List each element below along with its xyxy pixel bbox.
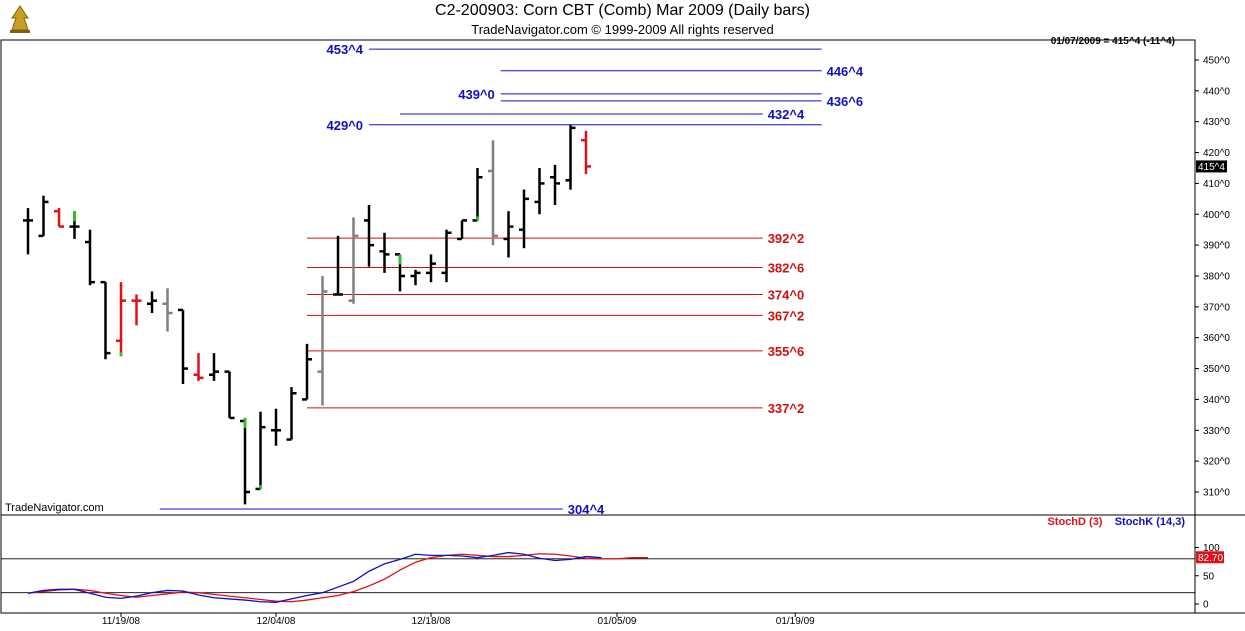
ohlc-bar bbox=[410, 269, 421, 286]
ohlc-bar bbox=[333, 235, 343, 296]
ohlc-bar bbox=[209, 353, 219, 381]
date-tick-label: 12/18/08 bbox=[412, 616, 451, 627]
level-label: 367^2 bbox=[768, 308, 805, 323]
ohlc-bar bbox=[193, 353, 204, 381]
legend-stoch-d: StochD (3) bbox=[1047, 516, 1103, 528]
level-label: 374^0 bbox=[768, 287, 805, 302]
price-tick-label: 390^0 bbox=[1203, 241, 1230, 252]
price-tick-label: 320^0 bbox=[1203, 457, 1230, 468]
ohlc-bar bbox=[255, 411, 266, 491]
ohlc-bar bbox=[302, 343, 312, 401]
ohlc-bar bbox=[317, 275, 328, 406]
indicator-legend: StochD (3) StochK (14,3) bbox=[1047, 516, 1185, 528]
osc-value-tag: 82.70 bbox=[1198, 553, 1223, 564]
date-tick-label: 01/19/09 bbox=[776, 616, 815, 627]
ohlc-bar bbox=[286, 387, 297, 441]
osc-series-line bbox=[27, 551, 602, 603]
date-tick-label: 12/04/08 bbox=[257, 616, 296, 627]
ohlc-bar bbox=[472, 167, 483, 222]
ohlc-bar bbox=[379, 232, 390, 273]
ohlc-bar bbox=[69, 211, 80, 239]
ohlc-bar bbox=[85, 229, 95, 286]
ohlc-bar bbox=[54, 208, 64, 228]
level-label: 304^4 bbox=[568, 502, 605, 517]
osc-tick-label: 50 bbox=[1203, 571, 1215, 582]
level-label: 446^4 bbox=[827, 64, 864, 79]
ohlc-bar bbox=[534, 167, 545, 215]
ohlc-bar bbox=[503, 211, 514, 258]
osc-value-tag-bg bbox=[1196, 551, 1224, 564]
price-tick-label: 370^0 bbox=[1203, 302, 1230, 313]
ohlc-bar bbox=[426, 254, 436, 283]
ohlc-bar bbox=[441, 229, 452, 283]
logo-icon bbox=[8, 4, 32, 34]
ohlc-bar bbox=[224, 370, 235, 420]
ohlc-bar bbox=[38, 195, 49, 238]
price-tick-label: 430^0 bbox=[1203, 117, 1230, 128]
plot-frame bbox=[0, 39, 1196, 614]
ohlc-bar bbox=[457, 219, 467, 241]
ohlc-bar bbox=[131, 294, 142, 326]
ohlc-bar bbox=[147, 291, 157, 314]
ohlc-bar bbox=[395, 253, 405, 292]
price-tick-label: 340^0 bbox=[1203, 395, 1230, 406]
ohlc-bar bbox=[519, 189, 529, 249]
level-label: 436^6 bbox=[827, 94, 864, 109]
price-tick-label: 410^0 bbox=[1203, 179, 1230, 190]
ohlc-bar bbox=[100, 280, 111, 360]
ohlc-bar bbox=[364, 205, 374, 267]
ohlc-bar bbox=[348, 217, 359, 304]
ohlc-bar bbox=[162, 288, 173, 332]
ohlc-bar bbox=[550, 164, 560, 206]
price-tick-label: 330^0 bbox=[1203, 426, 1230, 437]
copyright-text: TradeNavigator.com © 1999-2009 All right… bbox=[471, 22, 774, 37]
osc-tick-label: 0 bbox=[1203, 600, 1209, 611]
ohlc-bar bbox=[581, 130, 591, 175]
chart-title: C2-200903: Corn CBT (Comb) Mar 2009 (Dai… bbox=[435, 2, 810, 19]
level-label: 382^6 bbox=[768, 260, 805, 275]
price-tick-label: 350^0 bbox=[1203, 364, 1230, 375]
ohlc-bar bbox=[23, 208, 33, 255]
price-tick-label: 400^0 bbox=[1203, 210, 1230, 221]
level-label: 432^4 bbox=[768, 107, 805, 122]
tradenavigator-label: TradeNavigator.com bbox=[5, 502, 104, 514]
price-tick-label: 310^0 bbox=[1203, 488, 1230, 499]
level-label: 429^0 bbox=[326, 118, 363, 133]
osc-tick-label: 100 bbox=[1203, 543, 1220, 554]
price-tick-label: 420^0 bbox=[1203, 148, 1230, 159]
level-label: 453^4 bbox=[326, 42, 363, 57]
last-price-tag-bg bbox=[1196, 160, 1227, 173]
price-tick-label: 440^0 bbox=[1203, 86, 1230, 97]
price-tick-label: 360^0 bbox=[1203, 333, 1230, 344]
ohlc-bar bbox=[116, 282, 126, 357]
ohlc-bar bbox=[271, 408, 281, 446]
price-tick-label: 380^0 bbox=[1203, 271, 1230, 282]
level-label: 392^2 bbox=[768, 231, 805, 246]
ohlc-bar bbox=[488, 140, 498, 246]
level-label: 439^0 bbox=[458, 87, 495, 102]
price-tick-label: 450^0 bbox=[1203, 55, 1230, 66]
ohlc-bar bbox=[240, 417, 250, 505]
ohlc-bar bbox=[178, 308, 188, 384]
level-label: 355^6 bbox=[768, 344, 805, 359]
ohlc-bar bbox=[565, 124, 576, 190]
date-tick-label: 01/05/09 bbox=[598, 616, 637, 627]
quote-readout: 01/07/2009 = 415^4 (-11^4) bbox=[1050, 36, 1175, 47]
last-price-tag: 415^4 bbox=[1198, 162, 1225, 173]
date-tick-label: 11/19/08 bbox=[102, 616, 141, 627]
legend-stoch-k: StochK (14,3) bbox=[1114, 516, 1185, 528]
level-label: 337^2 bbox=[768, 401, 805, 416]
